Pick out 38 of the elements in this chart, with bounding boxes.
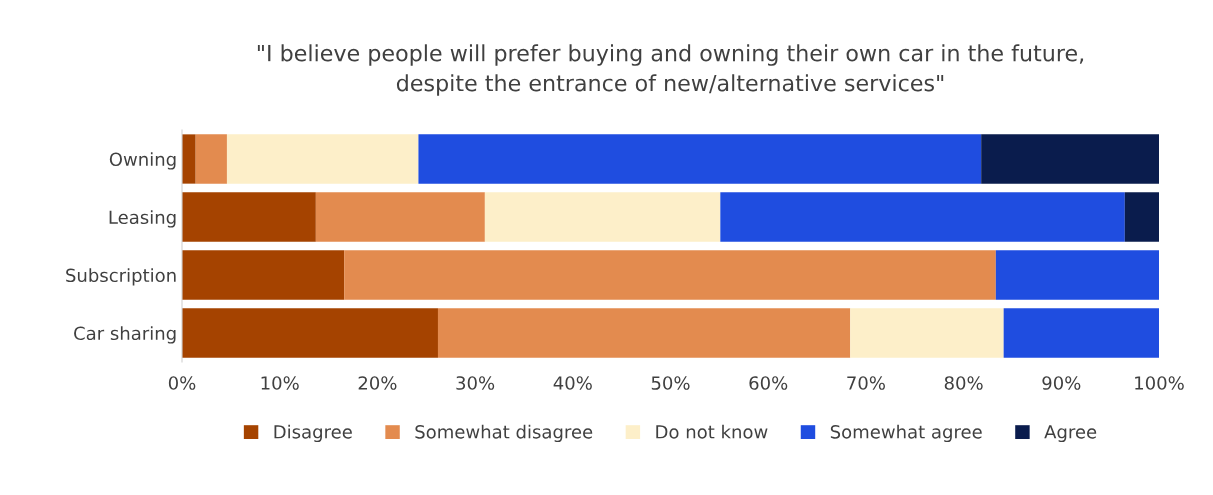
x-tick-label: 100%: [1135, 376, 1184, 390]
legend-label: Do not know: [656, 424, 768, 439]
x-tick-label: 50%: [651, 376, 690, 390]
bar: [995, 250, 1159, 300]
bar: [344, 250, 996, 300]
x-tick-label: 20%: [358, 376, 397, 390]
bar: [1124, 192, 1159, 242]
x-tick-label: 30%: [456, 376, 495, 390]
bar: [182, 250, 345, 300]
bar: [1003, 308, 1159, 358]
x-tick-label: 40%: [553, 376, 592, 390]
bar: [418, 134, 982, 184]
x-tick-label: 70%: [847, 376, 885, 390]
bar: [182, 134, 196, 184]
x-tick-label: 80%: [944, 376, 983, 390]
legend-label: Somewhat agree: [830, 424, 982, 443]
x-tick-label: 10%: [261, 376, 299, 390]
x-tick-label: 90%: [1042, 376, 1081, 390]
bar: [720, 192, 1125, 242]
bar: [315, 192, 485, 242]
bar: [226, 134, 419, 184]
y-tick-label: Car sharing: [74, 326, 176, 344]
y-tick-label: Subscription: [66, 268, 176, 286]
legend-label: Disagree: [274, 424, 352, 443]
x-tick-label: 60%: [749, 376, 788, 390]
y-tick-label: Leasing: [109, 210, 176, 228]
bar: [182, 308, 438, 358]
legend-label: Agree: [1044, 425, 1097, 443]
bar: [850, 308, 1004, 358]
bar: [437, 308, 851, 358]
bar: [484, 192, 721, 242]
x-tick-label: 0%: [168, 376, 196, 390]
bar: [981, 134, 1159, 184]
y-tick-label: Owning: [109, 152, 176, 170]
chart-title: "I believe people will prefer buying and owning their own car in the future, despite the entrance of new/alternative services": [257, 44, 1084, 96]
legend-label: Somewhat disagree: [415, 424, 593, 443]
bar: [182, 192, 316, 242]
bar: [195, 134, 227, 184]
